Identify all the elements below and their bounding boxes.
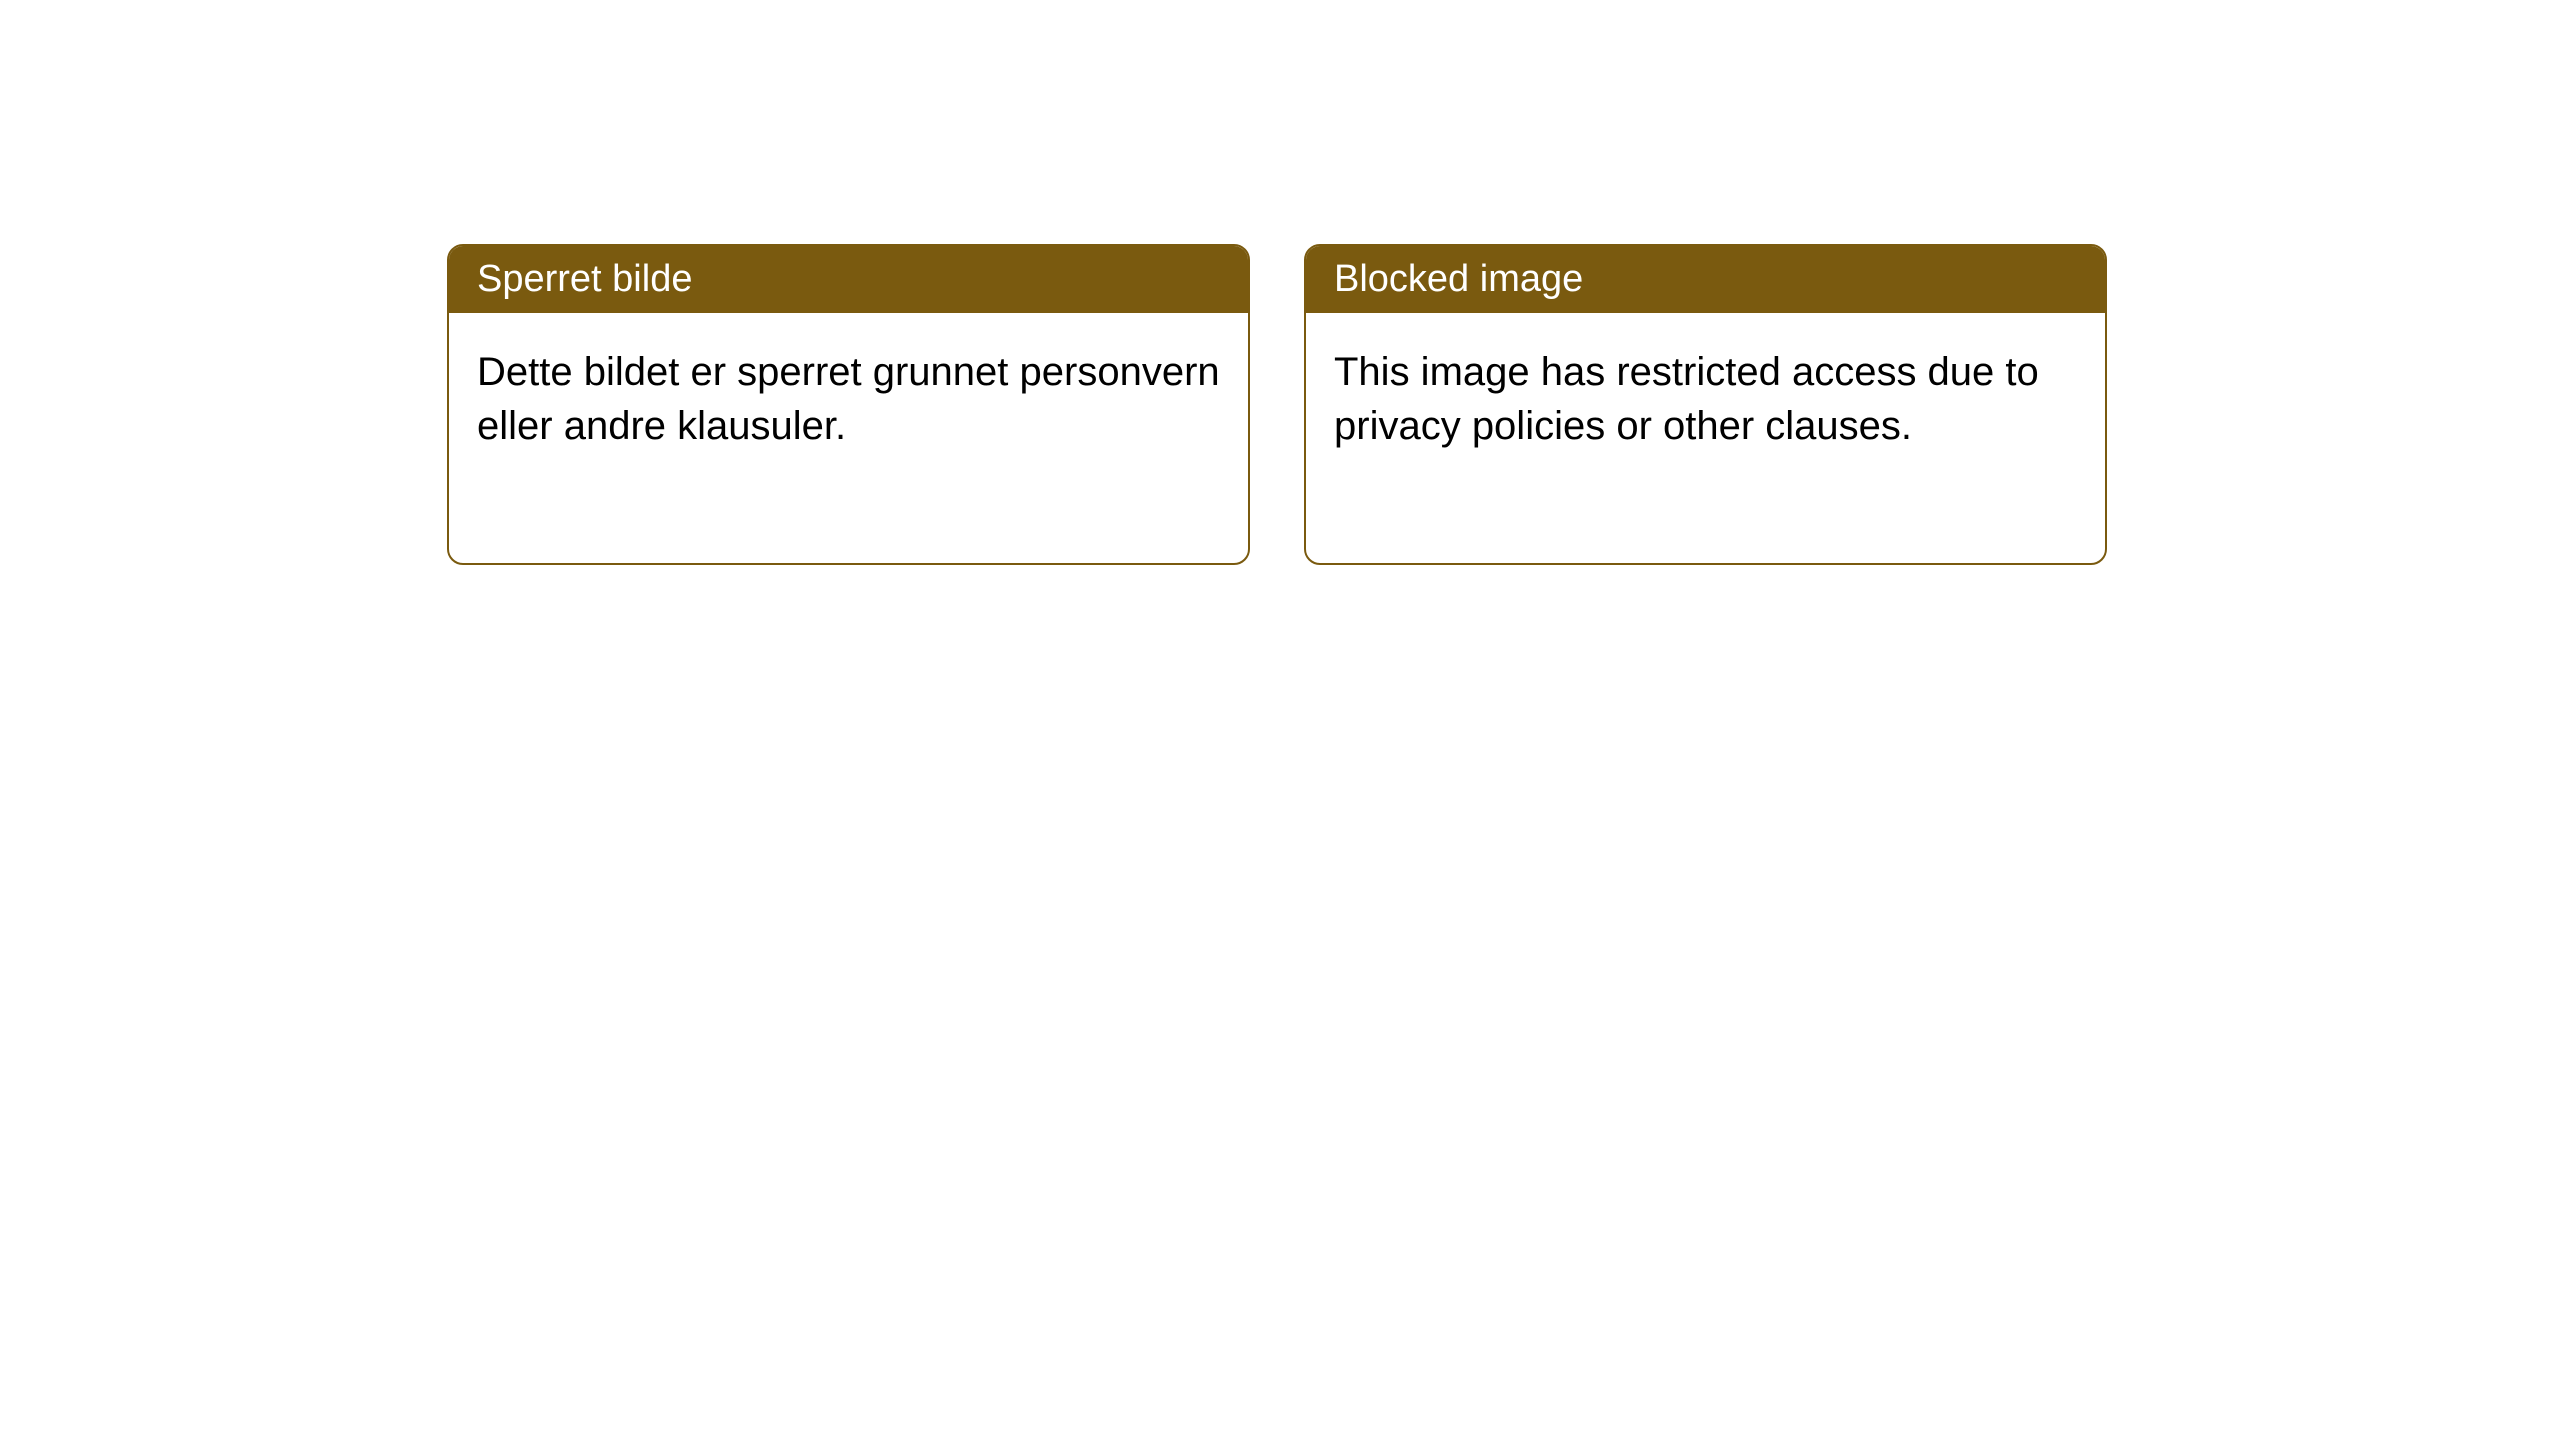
notice-cards-container: Sperret bilde Dette bildet er sperret gr… [447,244,2107,565]
notice-card-english: Blocked image This image has restricted … [1304,244,2107,565]
card-body: This image has restricted access due to … [1306,313,2105,563]
card-title: Blocked image [1334,258,1583,300]
card-title: Sperret bilde [477,258,692,300]
notice-card-norwegian: Sperret bilde Dette bildet er sperret gr… [447,244,1250,565]
card-body-text: This image has restricted access due to … [1334,350,2039,448]
card-header: Blocked image [1306,246,2105,313]
card-body-text: Dette bildet er sperret grunnet personve… [477,350,1220,448]
card-header: Sperret bilde [449,246,1248,313]
card-body: Dette bildet er sperret grunnet personve… [449,313,1248,563]
